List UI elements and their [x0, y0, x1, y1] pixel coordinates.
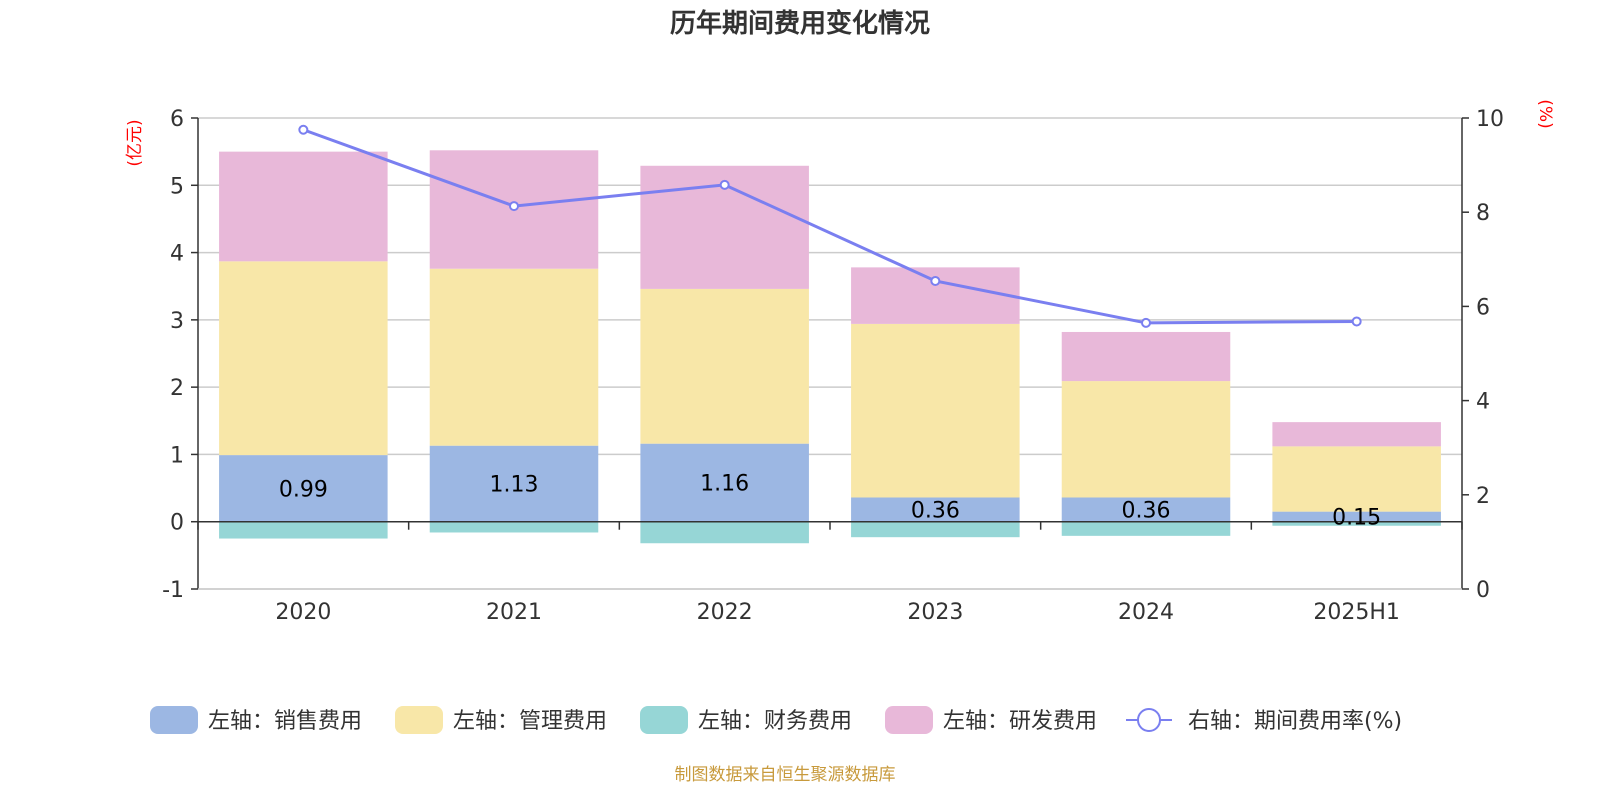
legend-swatch-财务费用 [640, 706, 688, 734]
bar-研发费用-2023 [851, 267, 1020, 324]
right-tick-label: 4 [1476, 390, 1490, 415]
legend-label-研发费用: 左轴：研发费用 [943, 709, 1097, 734]
bar-财务费用-2025H1 [1272, 521, 1441, 526]
data-label-销售费用: 0.99 [279, 477, 328, 502]
x-tick-label: 2023 [907, 600, 963, 625]
legend-swatch-销售费用 [150, 706, 198, 734]
left-tick-label: 1 [170, 443, 184, 468]
bar-研发费用-2020 [219, 151, 388, 262]
x-tick-label: 2021 [486, 600, 542, 625]
bar-销售费用-2022 [640, 443, 809, 522]
point-期间费用率-2020 [298, 124, 309, 135]
bar-销售费用-2024 [1061, 497, 1231, 522]
left-tick-label: 3 [170, 309, 184, 334]
bar-财务费用-2022 [640, 521, 809, 544]
left-tick-label: 5 [170, 174, 184, 199]
left-tick-label: 6 [170, 107, 184, 132]
bar-财务费用-2021 [429, 521, 599, 533]
bar-series-group [219, 150, 1441, 544]
bar-研发费用-2024 [1061, 331, 1231, 382]
chart-title: 历年期间费用变化情况 [670, 8, 930, 39]
legend-swatch-研发费用 [885, 706, 933, 734]
right-tick-label: 2 [1476, 484, 1490, 509]
bar-管理费用-2021 [429, 268, 599, 446]
left-axis-unit: (亿元) [125, 119, 145, 166]
left-tick-label: 4 [170, 242, 184, 267]
data-label-销售费用: 1.13 [490, 473, 539, 498]
right-axis-unit: (%) [1535, 99, 1555, 128]
x-tick-label: 2022 [697, 600, 753, 625]
legend-swatch-管理费用 [395, 706, 443, 734]
x-tick-label: 2024 [1118, 600, 1174, 625]
data-label-销售费用: 0.15 [1332, 506, 1381, 531]
right-tick-label: 8 [1476, 201, 1490, 226]
legend: 左轴：销售费用 左轴：管理费用 左轴：财务费用 左轴：研发费用 右轴：期间费用率(%) [150, 706, 1402, 734]
left-tick-label: 2 [170, 376, 184, 401]
bar-管理费用-2024 [1061, 381, 1231, 498]
point-期间费用率-2025H1 [1351, 316, 1362, 327]
data-label-销售费用: 1.16 [700, 472, 749, 497]
bar-财务费用-2023 [851, 521, 1020, 538]
point-期间费用率-2023 [930, 275, 941, 286]
data-labels: 0.99 1.13 1.16 0.36 0.36 0.15 [279, 472, 1381, 531]
data-label-销售费用: 0.36 [1122, 499, 1171, 524]
legend-label-财务费用: 左轴：财务费用 [698, 709, 852, 734]
bar-销售费用-2020 [219, 455, 388, 522]
gridlines [198, 117, 1462, 590]
data-label-销售费用: 0.36 [911, 499, 960, 524]
x-tick-label: 2020 [275, 600, 331, 625]
point-期间费用率-2024 [1141, 317, 1151, 328]
bar-销售费用-2021 [429, 445, 599, 522]
bar-销售费用-2023 [851, 497, 1020, 522]
bar-财务费用-2020 [219, 521, 388, 539]
x-tick-label: 2025H1 [1313, 600, 1400, 625]
bar-研发费用-2025H1 [1272, 422, 1441, 447]
left-tick-label: -1 [162, 578, 184, 603]
bar-管理费用-2020 [219, 261, 388, 456]
point-期间费用率-2021 [509, 201, 519, 212]
axes: -1 0 1 2 3 4 5 6 0 2 4 6 8 10 2020 2021 2022 2023 2024 2025… [162, 107, 1504, 625]
legend-label-销售费用: 左轴：销售费用 [208, 709, 362, 734]
left-tick-label: 0 [170, 511, 184, 536]
bar-销售费用-2025H1 [1272, 511, 1441, 522]
bar-管理费用-2025H1 [1272, 446, 1441, 512]
right-tick-label: 10 [1476, 107, 1504, 132]
line-series-group [298, 124, 1362, 328]
bar-管理费用-2023 [851, 323, 1020, 498]
right-tick-label: 0 [1476, 578, 1490, 603]
legend-swatch-期间费用率 [1137, 708, 1161, 732]
right-tick-label: 6 [1476, 295, 1490, 320]
point-期间费用率-2022 [719, 179, 730, 190]
bar-财务费用-2024 [1061, 521, 1231, 536]
bar-管理费用-2022 [640, 288, 809, 444]
line-期间费用率 [302, 128, 1357, 325]
data-source-note: 制图数据来自恒生聚源数据库 [675, 765, 896, 785]
legend-label-期间费用率: 右轴：期间费用率(%) [1188, 709, 1402, 734]
legend-label-管理费用: 左轴：管理费用 [453, 709, 607, 734]
